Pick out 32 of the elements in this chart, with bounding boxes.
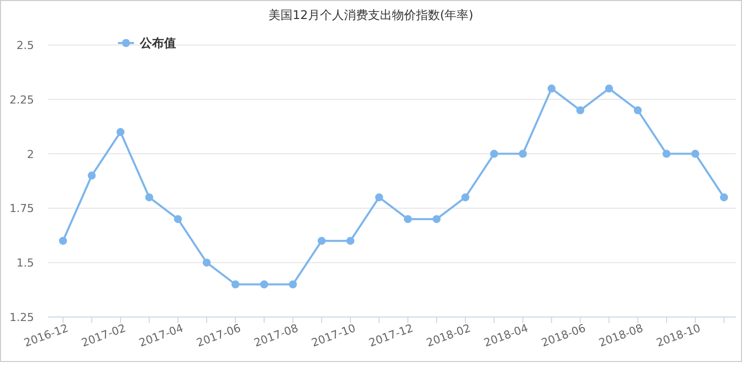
point bbox=[375, 193, 384, 202]
point bbox=[174, 215, 182, 224]
point bbox=[88, 172, 96, 180]
point bbox=[634, 106, 642, 114]
point bbox=[461, 193, 470, 202]
y-tick-label: 2.5 bbox=[16, 39, 34, 52]
point bbox=[605, 84, 614, 93]
point bbox=[346, 236, 354, 245]
point bbox=[116, 128, 124, 136]
point bbox=[576, 106, 584, 114]
point bbox=[720, 193, 728, 202]
point bbox=[202, 258, 211, 267]
point bbox=[404, 215, 412, 224]
point bbox=[490, 150, 498, 158]
y-tick-label: 2 bbox=[27, 148, 34, 161]
point bbox=[59, 236, 67, 245]
point bbox=[548, 84, 556, 93]
point bbox=[432, 215, 441, 224]
point bbox=[260, 280, 268, 288]
point bbox=[231, 280, 240, 288]
point bbox=[518, 150, 527, 158]
point bbox=[145, 193, 154, 202]
point bbox=[691, 150, 700, 158]
point bbox=[318, 236, 326, 245]
y-tick-label: 1.25 bbox=[10, 311, 34, 324]
legend-label: 公布值 bbox=[139, 36, 176, 50]
point bbox=[288, 280, 297, 288]
point bbox=[662, 150, 671, 158]
y-tick-label: 1.75 bbox=[10, 202, 34, 216]
chart-title: 美国12月个人消费支出物价指数(年率) bbox=[268, 8, 474, 22]
y-tick-label: 1.5 bbox=[16, 256, 34, 270]
y-tick-label: 2.25 bbox=[10, 93, 34, 106]
